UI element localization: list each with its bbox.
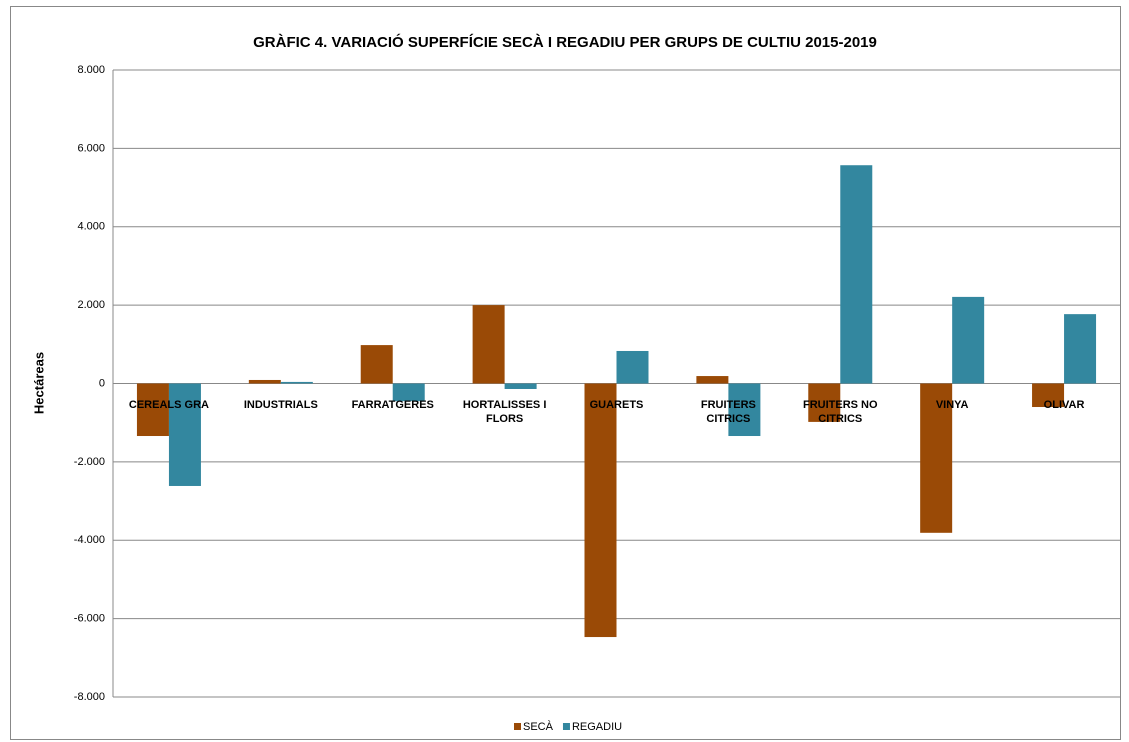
bar [840,165,873,384]
y-axis-label: Hectáreas [31,352,46,414]
y-tick-label: -6.000 [74,613,105,625]
bar [504,383,537,389]
x-tick-label: FRUITERS NO CITRICS [802,399,878,425]
x-tick-label: FARRATGERES [351,399,434,411]
legend-swatch [514,723,521,730]
bar [728,383,761,437]
y-tick-label: 4.000 [77,221,105,233]
y-tick-label: 6.000 [77,142,105,154]
bar [248,379,281,384]
bar [168,383,201,486]
x-tick-label: VINYA [935,399,969,411]
chart-border [10,6,1121,740]
bar [920,383,953,533]
bar [808,383,841,422]
bar [616,350,649,384]
x-tick-label: OLIVAR [1043,399,1085,411]
x-tick-label: FRUITERS CITRICS [700,399,756,425]
y-tick-label: -4.000 [74,534,105,546]
x-tick-label: INDUSTRIALS [243,399,318,411]
y-tick-label: -8.000 [74,691,105,703]
x-tick-label: GUARETS [589,399,644,411]
y-tick-label: 8.000 [77,64,105,76]
chart-title: GRÀFIC 4. VARIACIÓ SUPERFÍCIE SECÀ I REG… [253,33,877,51]
bar [1064,314,1097,384]
bar [952,296,985,384]
bar [280,381,313,384]
bar [696,376,729,384]
y-tick-label: 0 [99,377,105,389]
legend-label: SECÀ [523,720,554,733]
bar [392,383,425,402]
bar [584,383,617,638]
bar [360,345,393,384]
bar [136,383,169,437]
x-tick-label: HORTALISSES I FLORS [462,399,547,425]
legend-label: REGADIU [572,721,622,733]
x-tick-label: CEREALS GRA [128,399,209,411]
bar [472,305,505,384]
y-tick-label: -2.000 [74,456,105,468]
bar [1032,383,1065,408]
legend-swatch [562,723,570,730]
y-tick-label: 2.000 [77,299,105,311]
